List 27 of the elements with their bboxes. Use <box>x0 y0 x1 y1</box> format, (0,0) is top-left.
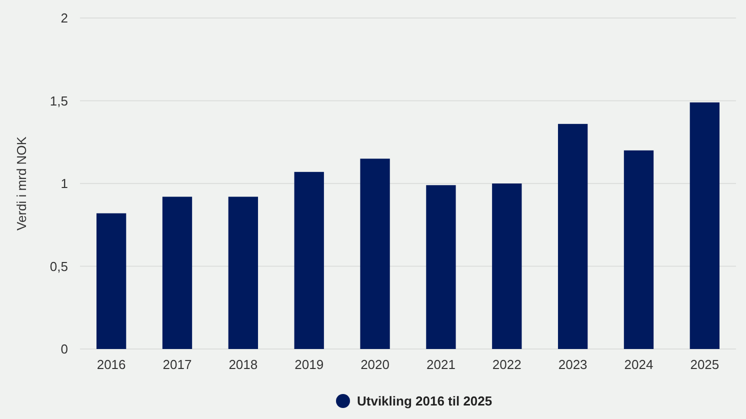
x-tick-label: 2025 <box>690 357 720 372</box>
bar <box>426 185 456 349</box>
y-axis-title: Verdi i mrd NOK <box>14 136 29 230</box>
y-tick-label: 0 <box>60 342 68 357</box>
bar <box>624 150 654 349</box>
x-tick-label: 2023 <box>558 357 588 372</box>
bar <box>690 102 720 349</box>
x-tick-label: 2017 <box>162 357 192 372</box>
y-tick-label: 0,5 <box>50 258 68 274</box>
x-tick-label: 2021 <box>426 357 456 372</box>
bar <box>492 184 522 349</box>
y-tick-label: 1 <box>60 176 68 192</box>
legend-label: Utvikling 2016 til 2025 <box>357 394 492 409</box>
bar <box>162 196 192 349</box>
bar <box>96 213 126 349</box>
y-tick-label: 2 <box>60 10 68 26</box>
x-tick-label: 2016 <box>96 357 126 372</box>
x-tick-label: 2024 <box>624 357 654 372</box>
x-tick-label: 2019 <box>294 357 324 372</box>
bar <box>360 158 390 349</box>
bar <box>228 196 258 349</box>
x-tick-label: 2018 <box>228 357 258 372</box>
y-tick-label: 1,5 <box>50 93 68 108</box>
bar <box>558 124 588 349</box>
x-tick-label: 2020 <box>360 357 390 372</box>
x-tick-label: 2022 <box>492 357 522 372</box>
bar <box>294 172 324 349</box>
